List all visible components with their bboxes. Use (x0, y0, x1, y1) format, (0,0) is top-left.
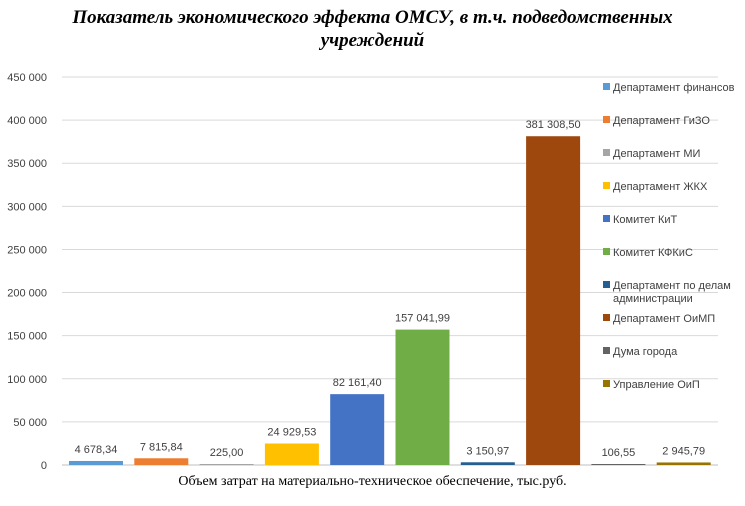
bar (656, 462, 711, 465)
legend-label: Департамент по делам (613, 280, 731, 292)
y-tick-label: 250 000 (7, 244, 47, 256)
y-tick-label: 400 000 (7, 115, 47, 127)
bar (330, 394, 385, 465)
bar (460, 462, 515, 465)
legend-swatch (603, 83, 610, 90)
chart-title: Показатель экономического эффекта ОМСУ, … (0, 6, 745, 52)
bar (69, 460, 123, 465)
x-axis-label: Объем затрат на материально-техническое … (178, 474, 567, 489)
legend-label: Дума города (613, 346, 678, 358)
legend-label: Департамент МИ (613, 148, 700, 160)
y-tick-label: 150 000 (7, 331, 47, 343)
y-tick-label: 100 000 (7, 374, 47, 386)
legend-swatch (603, 182, 610, 189)
legend-swatch (603, 116, 610, 123)
legend-label: Департамент ГиЗО (613, 115, 710, 127)
legend-swatch (603, 248, 610, 255)
bar (199, 464, 254, 465)
legend-swatch (603, 215, 610, 222)
data-label: 4 678,34 (75, 444, 118, 456)
legend-label: Управление ОиП (613, 379, 700, 391)
data-label: 82 161,40 (333, 377, 382, 389)
legend-swatch (603, 281, 610, 288)
data-label: 381 308,50 (526, 119, 581, 131)
legend-label: Комитет КиТ (613, 214, 678, 226)
data-label: 3 150,97 (466, 445, 509, 457)
legend-label: Департамент ЖКХ (613, 181, 708, 193)
y-tick-label: 300 000 (7, 201, 47, 213)
data-label: 24 929,53 (267, 427, 316, 439)
legend-swatch (603, 314, 610, 321)
data-label: 2 945,79 (662, 445, 705, 457)
bar (134, 458, 189, 465)
data-label: 106,55 (602, 447, 636, 459)
chart-title-line-2: учреждений (320, 30, 425, 51)
chart-title-line-1: Показатель экономического эффекта ОМСУ, … (72, 7, 673, 28)
legend-label: Департамент финансов (613, 82, 735, 94)
bar (591, 464, 646, 465)
y-tick-label: 0 (41, 460, 47, 472)
legend-label: Комитет КФКиС (613, 247, 693, 259)
data-label: 157 041,99 (395, 313, 450, 325)
legend-label: администрации (613, 293, 693, 305)
y-tick-label: 200 000 (7, 288, 47, 300)
y-tick-label: 450 000 (7, 72, 47, 84)
y-tick-label: 350 000 (7, 158, 47, 170)
legend-swatch (603, 380, 610, 387)
bar (264, 443, 319, 465)
data-label: 225,00 (210, 447, 244, 459)
bar (395, 329, 450, 465)
y-tick-label: 50 000 (13, 417, 47, 429)
legend-swatch (603, 149, 610, 156)
legend-label: Департамент ОиМП (613, 313, 715, 325)
bar (526, 136, 581, 465)
data-label: 7 815,84 (140, 441, 183, 453)
legend-swatch (603, 347, 610, 354)
